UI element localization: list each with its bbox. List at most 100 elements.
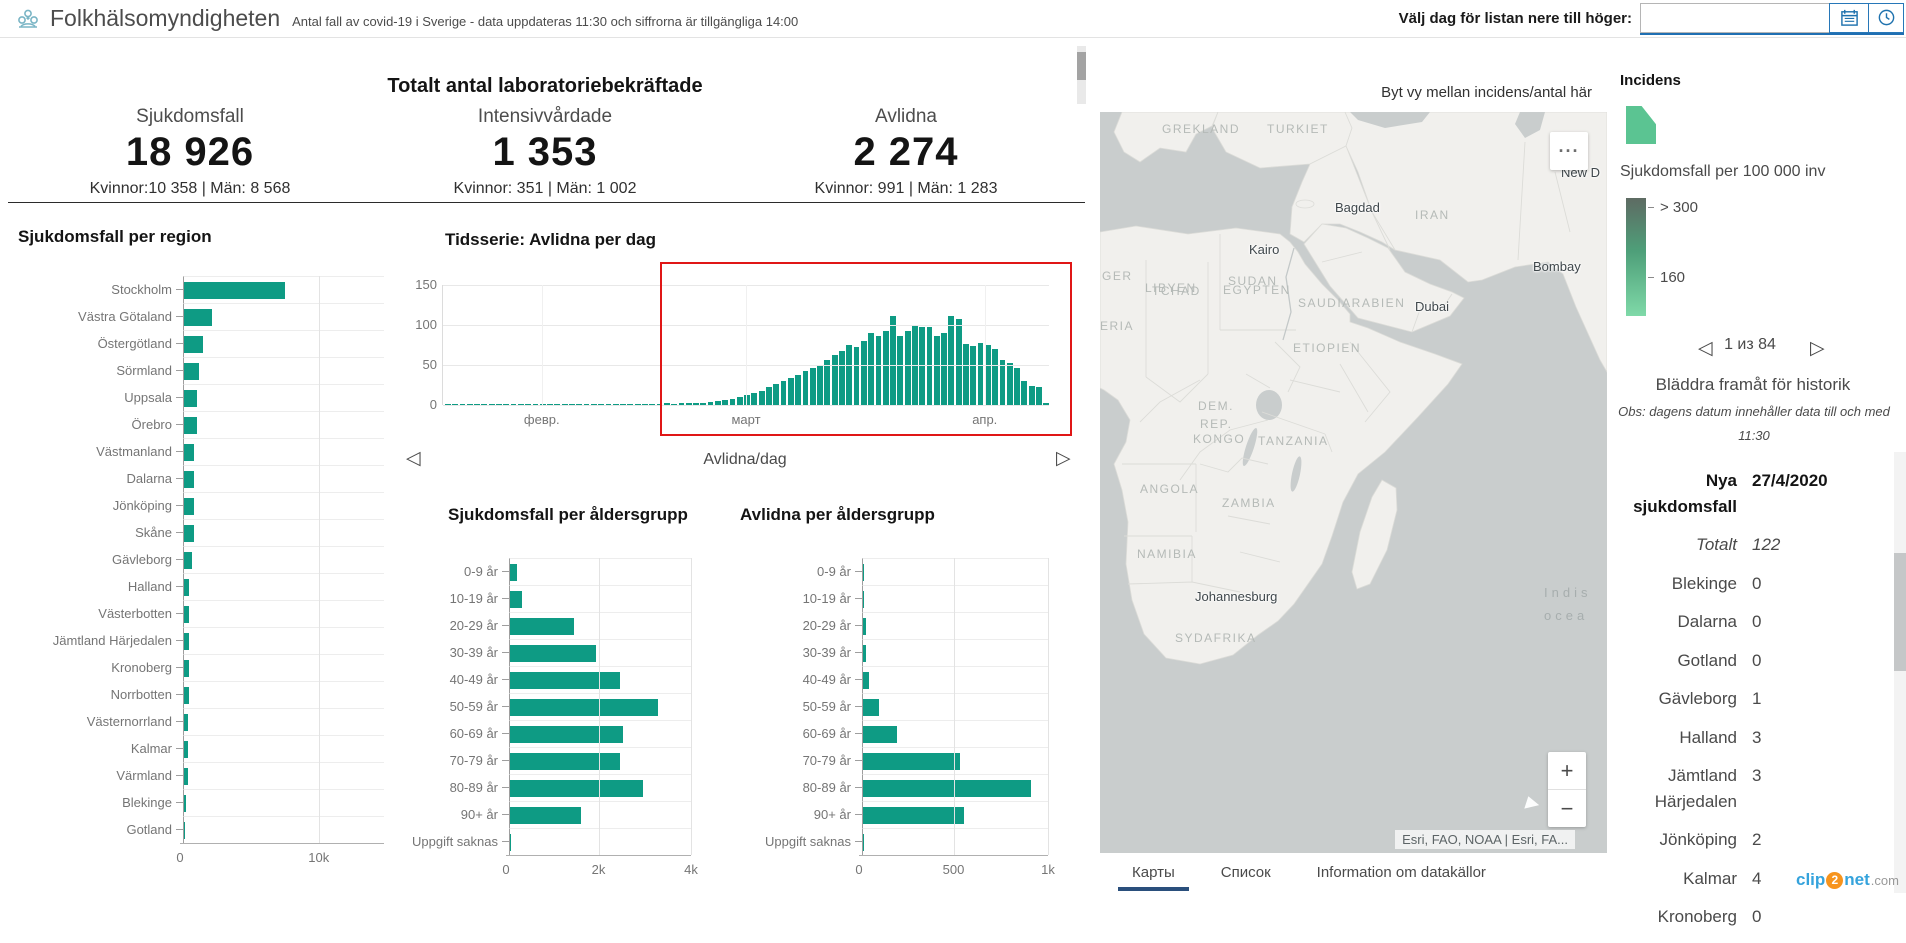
bar[interactable] <box>860 341 867 405</box>
bar[interactable] <box>547 404 553 405</box>
bar[interactable] <box>863 779 1031 797</box>
bar[interactable] <box>970 345 977 405</box>
dashboard-scrollbar-thumb[interactable] <box>1077 52 1086 80</box>
bar[interactable] <box>184 605 190 623</box>
bar[interactable] <box>510 833 512 851</box>
bar[interactable] <box>744 395 750 405</box>
bar[interactable] <box>598 404 605 405</box>
bar[interactable] <box>671 404 677 405</box>
bar[interactable] <box>795 374 802 405</box>
bar[interactable] <box>963 344 969 405</box>
bar[interactable] <box>184 443 195 461</box>
bar[interactable] <box>569 404 575 405</box>
bar[interactable] <box>510 779 643 797</box>
bar[interactable] <box>758 390 765 405</box>
bar[interactable] <box>722 400 729 405</box>
bar[interactable] <box>510 725 624 743</box>
bar[interactable] <box>1014 368 1020 405</box>
bar[interactable] <box>714 401 721 405</box>
bar[interactable] <box>642 404 648 405</box>
bar[interactable] <box>904 331 911 405</box>
bar[interactable] <box>656 404 663 405</box>
bar[interactable] <box>510 404 517 405</box>
list-scrollbar-track[interactable] <box>1894 452 1906 893</box>
bar[interactable] <box>605 404 612 405</box>
bar[interactable] <box>510 671 621 689</box>
bar[interactable] <box>685 403 692 405</box>
day-input[interactable] <box>1640 2 1829 33</box>
bar[interactable] <box>184 632 190 650</box>
bar[interactable] <box>488 404 495 405</box>
bar[interactable] <box>481 404 488 405</box>
bar[interactable] <box>1028 385 1035 405</box>
bar[interactable] <box>184 497 195 515</box>
bar[interactable] <box>184 713 189 731</box>
bar[interactable] <box>941 333 947 405</box>
bar[interactable] <box>992 349 999 405</box>
bar[interactable] <box>649 404 656 405</box>
bar[interactable] <box>890 316 896 405</box>
bar[interactable] <box>984 345 991 405</box>
calendar-button[interactable] <box>1829 2 1869 33</box>
bar[interactable] <box>184 416 197 434</box>
bar[interactable] <box>863 752 960 770</box>
bar[interactable] <box>510 563 517 581</box>
bar[interactable] <box>459 404 466 405</box>
bar[interactable] <box>926 327 933 405</box>
bar[interactable] <box>466 404 473 405</box>
bar[interactable] <box>863 617 866 635</box>
bar[interactable] <box>863 671 870 689</box>
bar[interactable] <box>510 590 522 608</box>
bar[interactable] <box>184 659 190 677</box>
bar[interactable] <box>496 404 502 405</box>
bar[interactable] <box>802 371 809 405</box>
bar[interactable] <box>184 821 185 839</box>
bar[interactable] <box>517 404 524 405</box>
bar[interactable] <box>1021 381 1028 405</box>
bar[interactable] <box>863 725 897 743</box>
bar[interactable] <box>977 343 984 405</box>
bar[interactable] <box>863 806 964 824</box>
bar[interactable] <box>510 617 574 635</box>
bar[interactable] <box>817 365 823 405</box>
bar[interactable] <box>868 333 875 405</box>
bar[interactable] <box>707 401 714 405</box>
bar[interactable] <box>1006 363 1013 405</box>
bar[interactable] <box>736 397 743 405</box>
bar[interactable] <box>554 404 561 405</box>
history-next-button[interactable]: ▷ <box>1810 338 1825 359</box>
bar[interactable] <box>452 404 459 405</box>
bar[interactable] <box>184 389 198 407</box>
bar[interactable] <box>1036 386 1042 405</box>
bar[interactable] <box>766 387 772 405</box>
bar[interactable] <box>184 281 285 299</box>
bar[interactable] <box>773 384 780 405</box>
bar[interactable] <box>693 402 699 405</box>
map-canvas[interactable]: GREKLAND TURKIET Bagdad IRAN Kairo LIBYEN EGYP… <box>1100 112 1607 853</box>
bar[interactable] <box>846 345 853 405</box>
list-scrollbar-thumb[interactable] <box>1894 553 1906 671</box>
bar[interactable] <box>863 698 880 716</box>
timeseries-prev-button[interactable]: ◁ <box>406 448 421 469</box>
bar[interactable] <box>532 404 539 405</box>
bar[interactable] <box>561 404 568 405</box>
bar[interactable] <box>729 398 736 405</box>
bar[interactable] <box>875 336 882 405</box>
bar[interactable] <box>824 360 831 405</box>
bar[interactable] <box>510 644 596 662</box>
bar[interactable] <box>445 404 451 405</box>
bar[interactable] <box>1043 403 1050 405</box>
bar[interactable] <box>184 578 190 596</box>
zoom-in-button[interactable]: + <box>1560 757 1574 783</box>
bar[interactable] <box>590 404 597 405</box>
bar[interactable] <box>863 644 866 662</box>
bar[interactable] <box>184 740 188 758</box>
bar[interactable] <box>863 833 864 851</box>
bar[interactable] <box>184 767 188 785</box>
bar[interactable] <box>474 404 480 405</box>
bar[interactable] <box>184 308 213 326</box>
bar[interactable] <box>839 350 845 405</box>
bar[interactable] <box>510 806 581 824</box>
map-more-button[interactable]: ··· <box>1550 132 1588 170</box>
bar[interactable] <box>948 316 955 405</box>
